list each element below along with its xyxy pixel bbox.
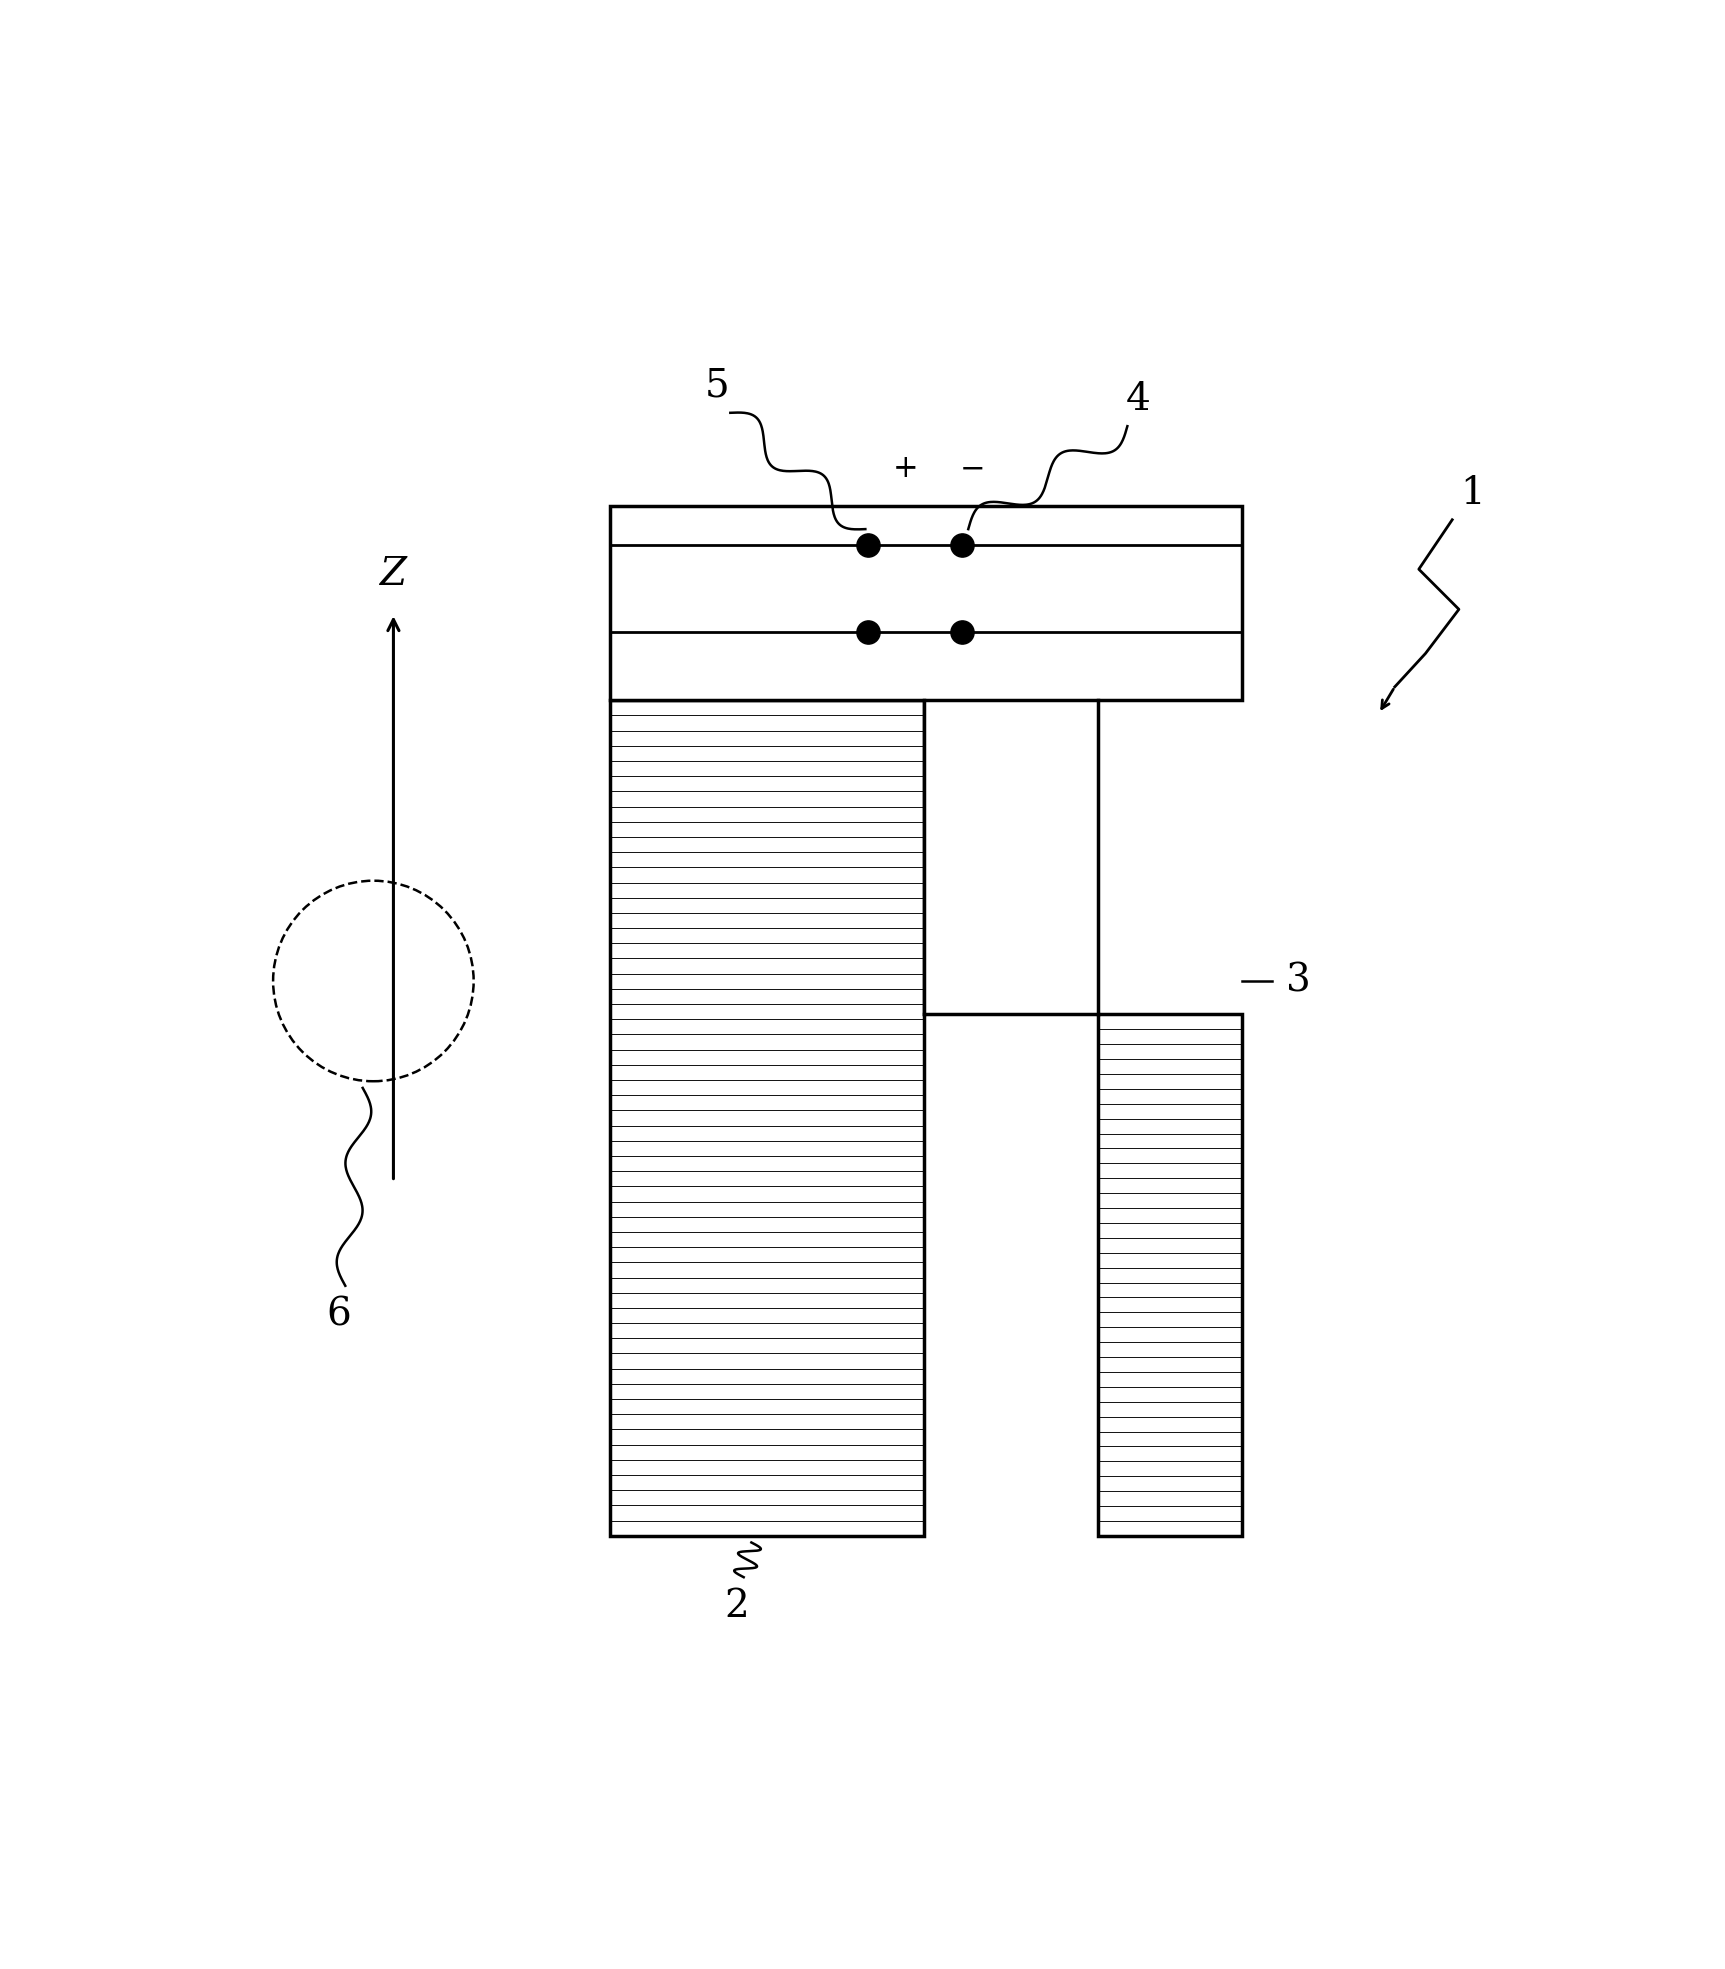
Text: 4: 4 [1126,380,1151,417]
Text: Z: Z [380,557,407,593]
Text: 3: 3 [1287,963,1311,1000]
Bar [611,506,1242,701]
Bar [1099,1014,1242,1536]
Text: 2: 2 [724,1589,749,1624]
Text: 6: 6 [326,1298,350,1333]
Point [947,616,975,648]
Text: 5: 5 [704,368,730,404]
Bar [611,701,925,1536]
Text: −: − [959,453,985,484]
Text: +: + [892,453,918,484]
Point [854,530,881,561]
Point [947,530,975,561]
Bar [925,701,1099,1014]
Text: 1: 1 [1459,475,1485,512]
Bar [611,701,925,1536]
Bar [1099,1014,1242,1536]
Point [854,616,881,648]
